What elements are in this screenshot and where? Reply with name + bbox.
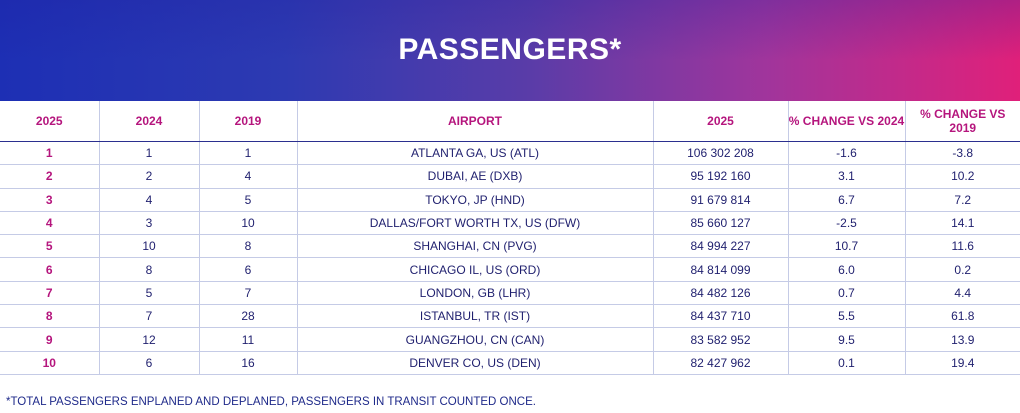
airport-name: SHANGHAI, CN (PVG) (296, 234, 653, 259)
change-vs-2019: 14.1 (904, 211, 1020, 236)
rank-2025: 4 (0, 211, 99, 236)
change-vs-2024: 5.5 (787, 304, 905, 329)
table-row: 7 5 7 LONDON, GB (LHR) 84 482 126 0.7 4.… (0, 281, 1020, 306)
header-rank-2025: 2025 (0, 101, 99, 142)
rank-2025: 2 (0, 164, 99, 189)
rank-2024: 5 (98, 281, 199, 306)
header-rank-2019: 2019 (198, 101, 297, 142)
passengers-2025: 85 660 127 (652, 211, 788, 236)
rank-2025: 10 (0, 351, 99, 375)
rank-2024: 4 (98, 188, 199, 212)
rank-2024: 7 (98, 304, 199, 329)
change-vs-2024: 3.1 (787, 164, 905, 189)
rank-2019: 7 (198, 281, 297, 306)
table-row: 4 3 10 DALLAS/FORT WORTH TX, US (DFW) 85… (0, 211, 1020, 236)
rank-2024: 3 (98, 211, 199, 236)
table-row: 2 2 4 DUBAI, AE (DXB) 95 192 160 3.1 10.… (0, 164, 1020, 189)
change-vs-2024: 0.1 (787, 351, 905, 375)
airport-name: ISTANBUL, TR (IST) (296, 304, 653, 329)
header-change-vs-2019: % CHANGE VS 2019 (904, 101, 1020, 142)
passengers-2025: 91 679 814 (652, 188, 788, 212)
airport-name: CHICAGO IL, US (ORD) (296, 257, 653, 282)
rank-2019: 28 (198, 304, 297, 329)
passengers-2025: 106 302 208 (652, 141, 788, 166)
change-vs-2024: -2.5 (787, 211, 905, 236)
header-rank-2024: 2024 (98, 101, 199, 142)
passengers-2025: 82 427 962 (652, 351, 788, 375)
change-vs-2019: 19.4 (904, 351, 1020, 375)
footnote: *TOTAL PASSENGERS ENPLANED AND DEPLANED,… (6, 396, 536, 408)
airport-name: DUBAI, AE (DXB) (296, 164, 653, 189)
table-row: 8 7 28 ISTANBUL, TR (IST) 84 437 710 5.5… (0, 304, 1020, 329)
rank-2019: 10 (198, 211, 297, 236)
airport-name: GUANGZHOU, CN (CAN) (296, 327, 653, 352)
change-vs-2019: 11.6 (904, 234, 1020, 259)
rank-2019: 6 (198, 257, 297, 282)
rank-2025: 6 (0, 257, 99, 282)
passengers-2025: 84 994 227 (652, 234, 788, 259)
rank-2019: 8 (198, 234, 297, 259)
airport-name: DENVER CO, US (DEN) (296, 351, 653, 375)
table-row: 5 10 8 SHANGHAI, CN (PVG) 84 994 227 10.… (0, 234, 1020, 259)
change-vs-2024: -1.6 (787, 141, 905, 166)
table-row: 10 6 16 DENVER CO, US (DEN) 82 427 962 0… (0, 351, 1020, 375)
header-airport: AIRPORT (296, 101, 653, 142)
change-vs-2019: 4.4 (904, 281, 1020, 306)
rank-2024: 12 (98, 327, 199, 352)
rank-2019: 5 (198, 188, 297, 212)
table-row: 9 12 11 GUANGZHOU, CN (CAN) 83 582 952 9… (0, 327, 1020, 352)
table-row: 6 8 6 CHICAGO IL, US (ORD) 84 814 099 6.… (0, 257, 1020, 282)
change-vs-2024: 10.7 (787, 234, 905, 259)
change-vs-2019: 13.9 (904, 327, 1020, 352)
rank-2025: 8 (0, 304, 99, 329)
table-header-row: 2025 2024 2019 AIRPORT 2025 % CHANGE VS … (0, 101, 1020, 142)
table-row: 1 1 1 ATLANTA GA, US (ATL) 106 302 208 -… (0, 141, 1020, 166)
change-vs-2024: 0.7 (787, 281, 905, 306)
rank-2024: 6 (98, 351, 199, 375)
passengers-2025: 83 582 952 (652, 327, 788, 352)
rank-2025: 7 (0, 281, 99, 306)
rank-2025: 5 (0, 234, 99, 259)
passengers-table: 2025 2024 2019 AIRPORT 2025 % CHANGE VS … (0, 101, 1020, 375)
rank-2025: 9 (0, 327, 99, 352)
passengers-2025: 84 814 099 (652, 257, 788, 282)
rank-2019: 16 (198, 351, 297, 375)
table-row: 3 4 5 TOKYO, JP (HND) 91 679 814 6.7 7.2 (0, 188, 1020, 212)
rank-2019: 1 (198, 141, 297, 166)
airport-name: ATLANTA GA, US (ATL) (296, 141, 653, 166)
rank-2024: 2 (98, 164, 199, 189)
header-banner (0, 0, 1020, 101)
airport-name: DALLAS/FORT WORTH TX, US (DFW) (296, 211, 653, 236)
rank-2024: 8 (98, 257, 199, 282)
passengers-2025: 84 482 126 (652, 281, 788, 306)
header-passengers-2025: 2025 (652, 101, 788, 142)
change-vs-2024: 6.0 (787, 257, 905, 282)
rank-2025: 3 (0, 188, 99, 212)
change-vs-2019: 0.2 (904, 257, 1020, 282)
change-vs-2019: -3.8 (904, 141, 1020, 166)
rank-2019: 4 (198, 164, 297, 189)
page-title: PASSENGERS* (398, 33, 622, 66)
rank-2025: 1 (0, 141, 99, 166)
passengers-2025: 84 437 710 (652, 304, 788, 329)
rank-2024: 1 (98, 141, 199, 166)
change-vs-2019: 7.2 (904, 188, 1020, 212)
change-vs-2019: 61.8 (904, 304, 1020, 329)
passengers-2025: 95 192 160 (652, 164, 788, 189)
airport-name: LONDON, GB (LHR) (296, 281, 653, 306)
rank-2024: 10 (98, 234, 199, 259)
header-change-vs-2024: % CHANGE VS 2024 (787, 101, 905, 142)
change-vs-2019: 10.2 (904, 164, 1020, 189)
change-vs-2024: 9.5 (787, 327, 905, 352)
rank-2019: 11 (198, 327, 297, 352)
airport-name: TOKYO, JP (HND) (296, 188, 653, 212)
change-vs-2024: 6.7 (787, 188, 905, 212)
